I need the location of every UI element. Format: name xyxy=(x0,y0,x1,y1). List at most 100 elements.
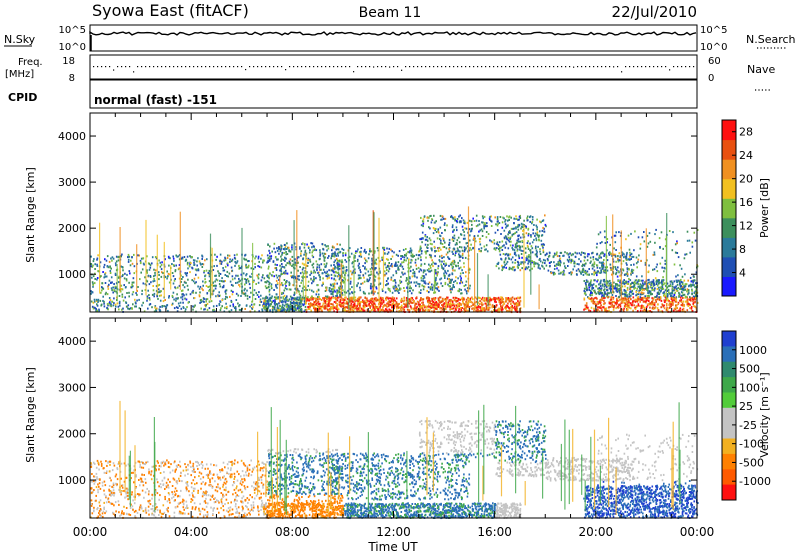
range-time-cell xyxy=(395,289,398,292)
range-time-cell xyxy=(575,269,578,272)
range-time-cell xyxy=(262,297,264,300)
range-time-cell xyxy=(225,295,227,298)
range-time-cell xyxy=(266,286,269,289)
range-time-cell xyxy=(371,257,373,260)
range-time-cell xyxy=(645,301,647,304)
range-time-cell xyxy=(266,300,269,303)
range-time-cell xyxy=(517,224,519,227)
range-time-cell xyxy=(98,308,100,311)
range-time-cell xyxy=(265,296,267,299)
range-time-cell xyxy=(163,305,165,308)
range-time-cell xyxy=(428,237,431,240)
range-time-cell xyxy=(478,220,480,222)
range-time-cell xyxy=(297,256,300,259)
range-time-cell xyxy=(281,263,283,265)
range-time-cell xyxy=(214,284,217,287)
range-time-cell xyxy=(97,301,99,303)
range-time-cell xyxy=(317,296,319,298)
range-time-cell xyxy=(295,262,297,264)
range-time-cell xyxy=(408,276,411,279)
range-time-cell xyxy=(114,274,117,276)
range-time-cell xyxy=(554,272,556,275)
range-time-cell xyxy=(475,219,478,222)
range-time-cell xyxy=(451,250,454,253)
range-time-cell xyxy=(452,253,454,255)
range-time-cell xyxy=(519,296,522,299)
range-time-cell xyxy=(582,263,584,266)
range-time-cell xyxy=(505,300,508,303)
range-time-cell xyxy=(520,249,523,252)
range-time-cell xyxy=(445,308,447,310)
range-time-cell xyxy=(536,231,539,234)
range-time-cell xyxy=(356,299,358,302)
range-time-cell xyxy=(109,301,111,304)
range-time-cell xyxy=(234,260,236,263)
range-time-cell xyxy=(310,278,312,281)
range-time-cell xyxy=(321,272,324,275)
range-time-cell xyxy=(411,253,414,256)
freq-point xyxy=(609,66,611,68)
range-time-cell xyxy=(113,297,115,300)
range-time-cell xyxy=(289,300,292,303)
nave-tick-bottom: 0 xyxy=(708,73,714,84)
range-time-cell xyxy=(183,256,186,258)
range-time-cell xyxy=(448,300,450,302)
range-time-cell xyxy=(374,262,376,265)
range-time-cell xyxy=(290,308,293,311)
range-time-cell xyxy=(268,249,270,252)
range-time-cell xyxy=(612,253,615,256)
range-time-cell xyxy=(178,267,181,270)
range-time-cell xyxy=(555,264,557,267)
range-time-cell xyxy=(439,307,441,310)
range-time-cell xyxy=(215,278,218,281)
range-time-cell xyxy=(554,254,556,256)
range-time-cell xyxy=(648,303,651,306)
freq-point xyxy=(601,66,603,68)
range-time-cell xyxy=(171,294,174,297)
range-time-cell xyxy=(606,259,609,262)
range-time-cell xyxy=(428,304,430,307)
freq-point xyxy=(237,66,239,68)
range-time-cell xyxy=(472,247,474,250)
range-time-cell xyxy=(226,257,229,259)
range-time-cell xyxy=(604,271,607,274)
range-time-cell xyxy=(421,284,423,287)
range-time-cell xyxy=(444,269,446,272)
range-time-cell xyxy=(519,307,522,310)
range-time-cell xyxy=(385,272,388,275)
range-time-cell xyxy=(604,266,607,269)
range-time-cell xyxy=(504,235,507,238)
range-time-cell xyxy=(415,264,417,267)
range-time-cell xyxy=(175,254,177,257)
range-time-cell xyxy=(224,274,227,276)
range-time-cell xyxy=(383,304,385,307)
range-time-cell xyxy=(518,245,520,248)
range-time-cell xyxy=(329,308,332,311)
range-time-cell xyxy=(507,306,509,308)
range-time-cell xyxy=(332,270,334,273)
range-time-cell xyxy=(218,304,221,307)
range-time-cell xyxy=(232,303,234,306)
range-time-cell xyxy=(301,298,304,301)
range-time-cell xyxy=(309,305,311,308)
range-time-cell xyxy=(439,214,442,217)
range-time-cell xyxy=(324,297,327,300)
range-time-cell xyxy=(456,300,459,302)
range-time-cell xyxy=(340,305,343,308)
range-time-cell xyxy=(178,305,181,307)
range-time-cell xyxy=(113,302,115,305)
range-time-cell xyxy=(626,271,629,274)
range-time-cell xyxy=(439,300,441,303)
range-time-cell xyxy=(97,299,99,302)
range-time-cell xyxy=(689,303,691,306)
range-time-cell xyxy=(518,234,520,237)
range-time-cell xyxy=(518,297,520,300)
range-time-cell xyxy=(660,306,662,309)
range-time-cell xyxy=(392,302,395,305)
range-time-cell xyxy=(333,307,335,309)
range-time-cell xyxy=(344,254,347,257)
range-time-cell xyxy=(439,226,442,229)
range-time-cell xyxy=(198,295,201,298)
range-time-cell xyxy=(536,251,538,254)
range-time-cell xyxy=(129,272,131,275)
